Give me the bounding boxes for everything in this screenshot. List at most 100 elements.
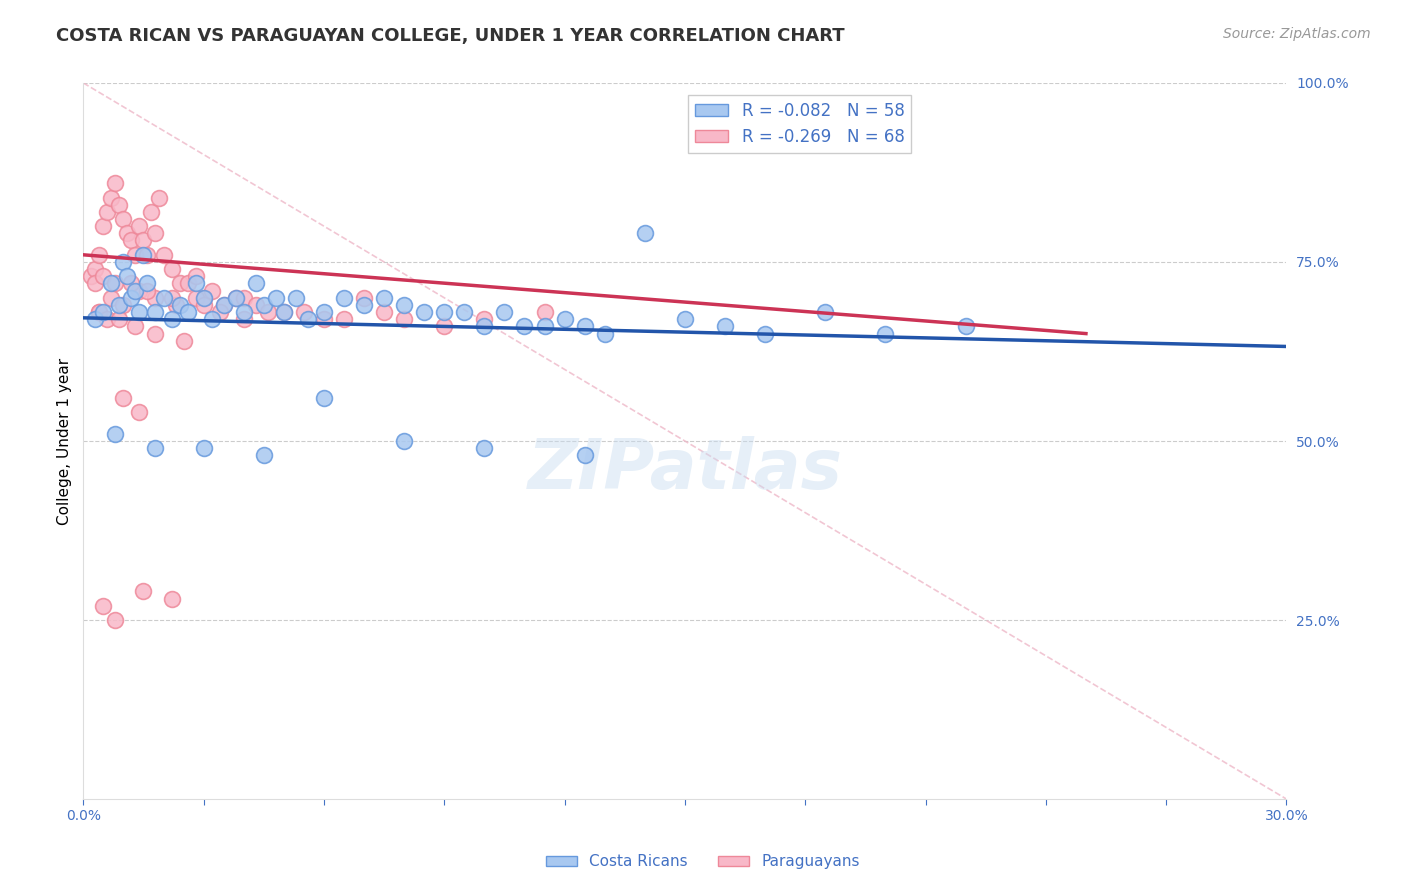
Point [132,234,155,248]
Point [124,248,146,262]
Point [373,291,395,305]
Legend: Costa Ricans, Paraguayans: Costa Ricans, Paraguayans [540,848,866,875]
Point [117,227,139,241]
Point [253,298,276,312]
Point [201,312,224,326]
Point [232,312,254,326]
Point [245,298,267,312]
Point [84,262,107,277]
Point [84,312,107,326]
Point [574,319,596,334]
Point [89,305,111,319]
Point [173,334,195,348]
Point [100,277,122,291]
Point [574,448,596,462]
Point [89,305,111,319]
Point [160,291,183,305]
Point [136,284,159,298]
Point [225,291,247,305]
Point [312,312,335,326]
Point [108,298,131,312]
Point [225,291,247,305]
Point [312,391,335,405]
Point [212,298,235,312]
Point [160,591,183,606]
Point [112,298,135,312]
Point [128,305,150,319]
Point [673,312,696,326]
Point [80,269,103,284]
Text: COSTA RICAN VS PARAGUAYAN COLLEGE, UNDER 1 YEAR CORRELATION CHART: COSTA RICAN VS PARAGUAYAN COLLEGE, UNDER… [56,27,845,45]
Point [176,305,198,319]
Point [292,305,315,319]
Point [634,227,657,241]
Point [145,441,167,455]
Point [120,277,142,291]
Point [96,204,118,219]
Point [433,319,456,334]
Point [104,176,127,190]
Point [453,305,475,319]
Point [245,277,267,291]
Point [297,312,319,326]
Point [273,305,295,319]
Point [413,305,436,319]
Point [193,298,215,312]
Point [955,319,977,334]
Point [533,319,555,334]
Point [184,291,207,305]
Legend: R = -0.082   N = 58, R = -0.269   N = 68: R = -0.082 N = 58, R = -0.269 N = 68 [689,95,911,153]
Point [754,326,776,341]
Point [373,305,395,319]
Point [93,599,115,613]
Point [145,326,167,341]
Point [145,227,167,241]
Point [152,291,174,305]
Point [104,426,127,441]
Point [93,305,115,319]
Point [433,305,456,319]
Point [333,312,356,326]
Point [117,269,139,284]
Point [208,305,231,319]
Point [273,305,295,319]
Point [152,248,174,262]
Point [128,219,150,234]
Point [145,305,167,319]
Point [193,291,215,305]
Point [232,305,254,319]
Point [353,298,375,312]
Point [714,319,737,334]
Point [169,298,191,312]
Point [112,212,135,227]
Point [128,405,150,419]
Point [120,291,142,305]
Point [100,291,122,305]
Point [392,434,415,448]
Point [141,204,163,219]
Point [108,197,131,211]
Point [104,277,127,291]
Point [284,291,307,305]
Point [193,291,215,305]
Point [494,305,516,319]
Point [136,248,159,262]
Point [472,312,495,326]
Point [124,319,146,334]
Point [184,277,207,291]
Point [160,262,183,277]
Point [145,291,167,305]
Point [148,190,170,204]
Point [232,291,254,305]
Point [112,391,135,405]
Point [132,584,155,599]
Point [132,248,155,262]
Point [193,441,215,455]
Point [312,305,335,319]
Point [128,284,150,298]
Point [353,291,375,305]
Point [100,190,122,204]
Point [392,298,415,312]
Point [93,219,115,234]
Point [472,441,495,455]
